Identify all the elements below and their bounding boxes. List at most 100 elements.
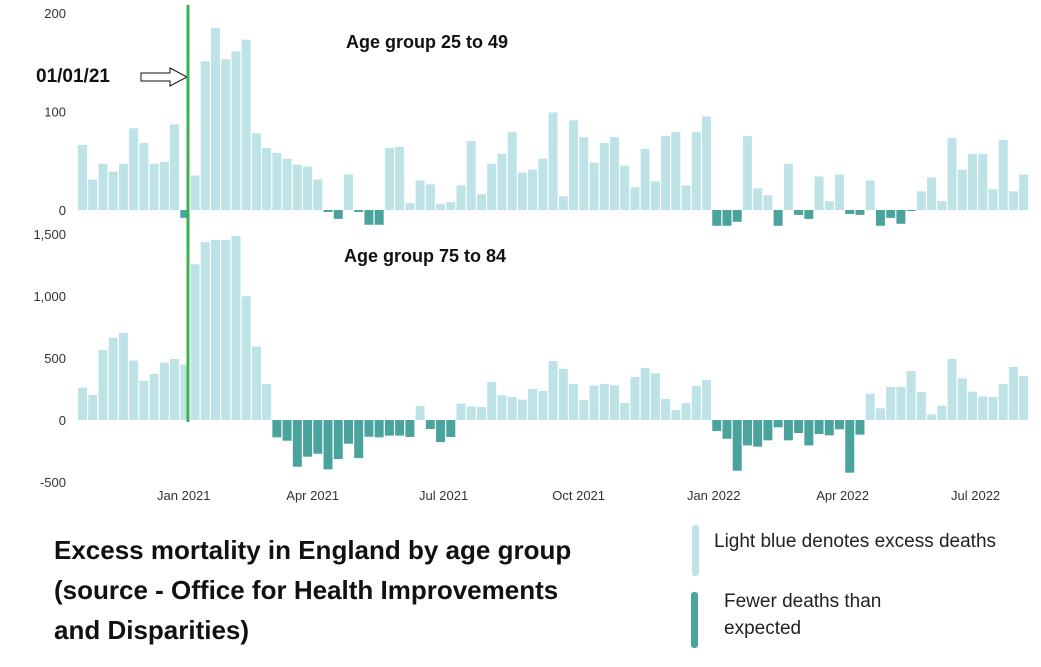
bar-age-25-49: [292, 164, 302, 210]
bar-age-75-84: [753, 420, 763, 447]
bar-age-25-49: [354, 210, 364, 212]
bar-age-75-84: [896, 387, 906, 420]
bar-age-75-84: [251, 346, 261, 420]
bar-age-25-49: [405, 203, 415, 210]
x-tick-label: Jan 2022: [687, 488, 741, 503]
bar-age-75-84: [149, 373, 159, 420]
bar-age-75-84: [118, 332, 128, 420]
bar-age-25-49: [303, 166, 313, 210]
bar-age-25-49: [118, 163, 128, 210]
bar-age-75-84: [108, 337, 118, 420]
legend-fewer-line: expected: [724, 618, 802, 639]
bar-age-75-84: [691, 386, 701, 420]
bar-age-75-84: [129, 360, 139, 420]
bar-age-75-84: [292, 420, 302, 467]
bar-age-25-49: [364, 210, 374, 225]
bar-age-75-84: [384, 420, 394, 436]
bar-age-25-49: [804, 210, 814, 219]
legend-fewer-line: Fewer deaths than: [724, 591, 882, 612]
bar-age-25-49: [998, 140, 1008, 210]
bar-age-75-84: [405, 420, 415, 437]
bar-age-25-49: [599, 143, 609, 210]
bar-age-25-49: [753, 188, 763, 210]
bar-age-25-49: [865, 180, 875, 210]
arrow-right-icon: [140, 67, 189, 87]
y-tick-label: 1,000: [33, 289, 66, 304]
bar-age-25-49: [456, 185, 466, 210]
bar-age-75-84: [916, 391, 926, 420]
bar-age-75-84: [415, 405, 425, 420]
age-75-84-bars: [78, 235, 1029, 473]
bar-age-75-84: [650, 373, 660, 420]
bar-age-25-49: [722, 210, 732, 226]
age-25-49-bars: [78, 27, 1029, 226]
x-tick-label: Apr 2021: [286, 488, 339, 503]
bar-age-25-49: [681, 185, 691, 210]
bar-age-75-84: [988, 396, 998, 420]
bar-age-75-84: [538, 390, 548, 420]
bar-age-25-49: [507, 132, 517, 210]
bar-age-25-49: [947, 138, 957, 210]
bar-age-25-49: [661, 136, 671, 210]
bar-age-75-84: [875, 408, 885, 420]
bar-age-25-49: [988, 189, 998, 210]
bar-age-25-49: [620, 165, 630, 210]
bar-age-25-49: [251, 133, 261, 210]
bar-age-75-84: [364, 420, 374, 437]
bar-age-75-84: [804, 420, 814, 446]
bar-age-75-84: [159, 362, 169, 420]
bar-age-25-49: [272, 152, 282, 210]
bar-age-25-49: [558, 196, 568, 210]
bar-age-75-84: [609, 385, 619, 420]
bar-age-25-49: [517, 172, 527, 210]
bar-age-75-84: [947, 358, 957, 420]
bar-age-25-49: [221, 59, 231, 210]
bar-age-75-84: [906, 371, 916, 420]
bar-age-75-84: [558, 368, 568, 420]
bar-age-25-49: [149, 163, 159, 210]
bar-age-25-49: [395, 146, 405, 210]
bar-age-25-49: [466, 141, 476, 210]
bar-age-25-49: [497, 153, 507, 210]
x-tick-label: Apr 2022: [816, 488, 869, 503]
bar-age-75-84: [395, 420, 405, 436]
bar-age-25-49: [180, 210, 190, 218]
y-tick-label: 0: [59, 413, 66, 428]
bar-age-75-84: [497, 395, 507, 420]
bar-age-25-49: [384, 147, 394, 210]
bar-age-75-84: [303, 420, 313, 457]
bar-age-75-84: [579, 400, 589, 420]
legend-fewer-label: Fewer deaths than expected: [724, 588, 881, 642]
bar-age-25-49: [129, 128, 139, 210]
bar-age-75-84: [313, 420, 323, 454]
bar-age-75-84: [569, 383, 579, 420]
main-title: Excess mortality in England by age group…: [54, 530, 674, 650]
bar-age-25-49: [978, 153, 988, 210]
bar-age-25-49: [78, 144, 87, 210]
bar-age-25-49: [773, 210, 783, 226]
bar-age-25-49: [436, 204, 446, 210]
bar-age-75-84: [783, 420, 793, 441]
bar-age-75-84: [794, 420, 804, 434]
bar-age-25-49: [528, 169, 538, 210]
bar-age-25-49: [957, 169, 967, 210]
bar-age-25-49: [845, 210, 855, 214]
bar-age-75-84: [517, 399, 527, 420]
bar-age-75-84: [957, 378, 967, 420]
bar-age-75-84: [323, 420, 333, 470]
x-tick-label: Jul 2021: [419, 488, 468, 503]
bar-age-75-84: [1008, 366, 1018, 420]
x-tick-label: Jul 2022: [951, 488, 1000, 503]
main-title-line: (source - Office for Health Improvements: [54, 575, 559, 605]
bar-age-75-84: [88, 394, 98, 420]
legend-fewer-swatch: [691, 592, 698, 648]
y-tick-label: 0: [59, 203, 66, 218]
bar-age-25-49: [262, 147, 272, 210]
bar-age-75-84: [436, 420, 446, 443]
bar-age-75-84: [712, 420, 722, 432]
chart-title-age-75-84: Age group 75 to 84: [344, 246, 506, 266]
x-tick-label: Oct 2021: [552, 488, 605, 503]
y-tick-label: 200: [44, 6, 66, 21]
bar-age-25-49: [589, 162, 599, 210]
